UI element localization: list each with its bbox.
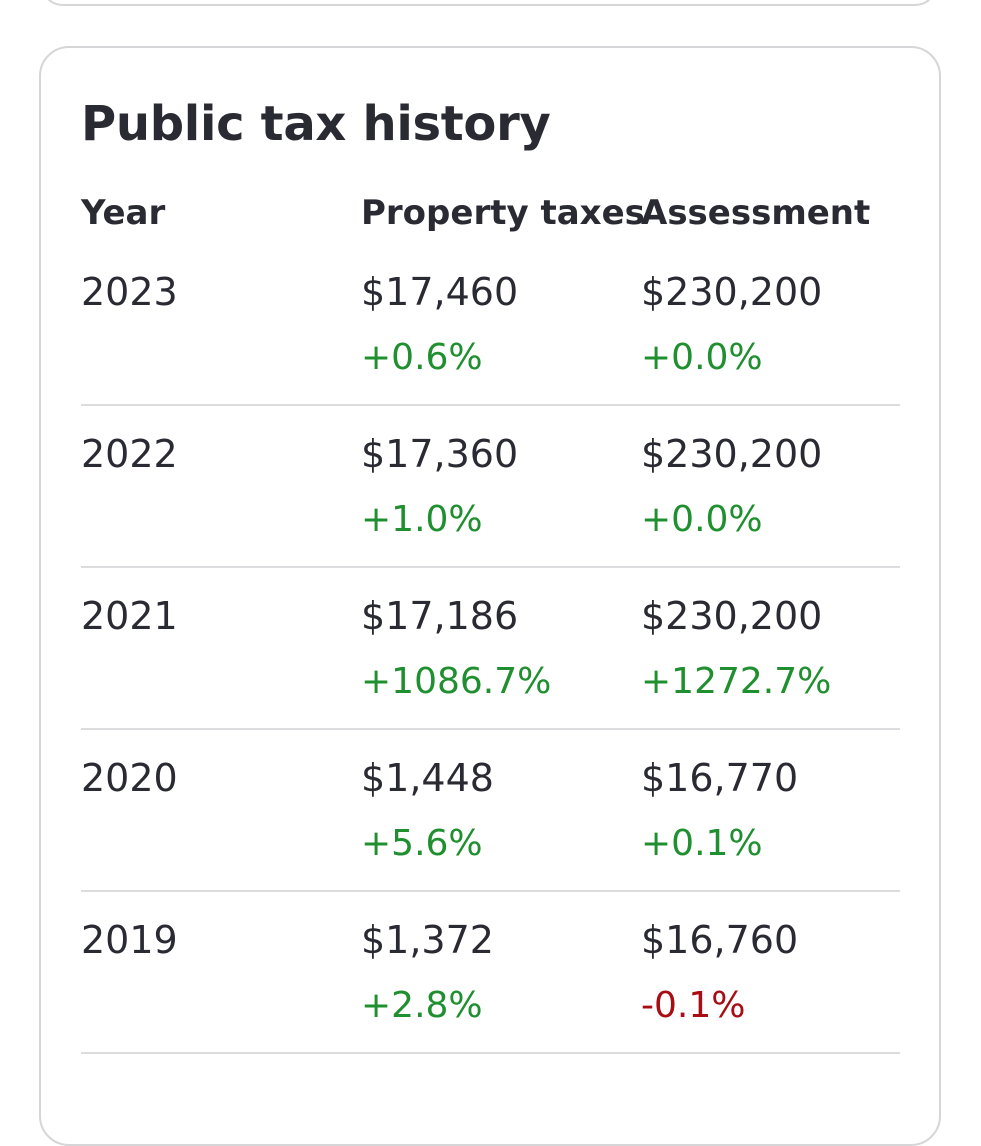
assessment-change: +0.0% xyxy=(641,337,763,378)
assessment-cell: $230,200 xyxy=(641,594,823,638)
property-tax-cell: $17,460 xyxy=(361,270,519,314)
year-cell: 2019 xyxy=(81,918,178,962)
assessment-change: +1272.7% xyxy=(641,661,832,702)
table-row: 2022 $17,360 +1.0% $230,200 +0.0% xyxy=(81,406,900,568)
table-row: 2023 $17,460 +0.6% $230,200 +0.0% xyxy=(81,244,900,406)
property-tax-change: +1.0% xyxy=(361,499,483,540)
previous-card-bottom xyxy=(40,0,938,6)
tax-history-card xyxy=(39,46,941,1146)
property-tax-cell: $17,360 xyxy=(361,432,519,476)
column-header-property-taxes: Property taxes xyxy=(361,193,645,233)
property-tax-change: +2.8% xyxy=(361,985,483,1026)
assessment-change: -0.1% xyxy=(641,985,746,1026)
assessment-cell: $16,770 xyxy=(641,756,799,800)
property-tax-cell: $1,372 xyxy=(361,918,494,962)
table-row: 2019 $1,372 +2.8% $16,760 -0.1% xyxy=(81,892,900,1054)
year-cell: 2021 xyxy=(81,594,178,638)
table-row: 2021 $17,186 +1086.7% $230,200 +1272.7% xyxy=(81,568,900,730)
assessment-change: +0.1% xyxy=(641,823,763,864)
column-header-year: Year xyxy=(81,193,166,233)
property-tax-cell: $17,186 xyxy=(361,594,519,638)
property-tax-cell: $1,448 xyxy=(361,756,494,800)
year-cell: 2020 xyxy=(81,756,178,800)
year-cell: 2022 xyxy=(81,432,178,476)
property-tax-change: +0.6% xyxy=(361,337,483,378)
property-tax-change: +1086.7% xyxy=(361,661,552,702)
year-cell: 2023 xyxy=(81,270,178,314)
property-tax-change: +5.6% xyxy=(361,823,483,864)
assessment-cell: $16,760 xyxy=(641,918,799,962)
tax-history-table: 2023 $17,460 +0.6% $230,200 +0.0% 2022 $… xyxy=(81,244,900,1054)
table-header: Year Property taxes Assessment xyxy=(81,190,900,240)
assessment-cell: $230,200 xyxy=(641,270,823,314)
column-header-assessment: Assessment xyxy=(641,193,871,233)
assessment-change: +0.0% xyxy=(641,499,763,540)
assessment-cell: $230,200 xyxy=(641,432,823,476)
section-title: Public tax history xyxy=(81,96,551,152)
table-row: 2020 $1,448 +5.6% $16,770 +0.1% xyxy=(81,730,900,892)
